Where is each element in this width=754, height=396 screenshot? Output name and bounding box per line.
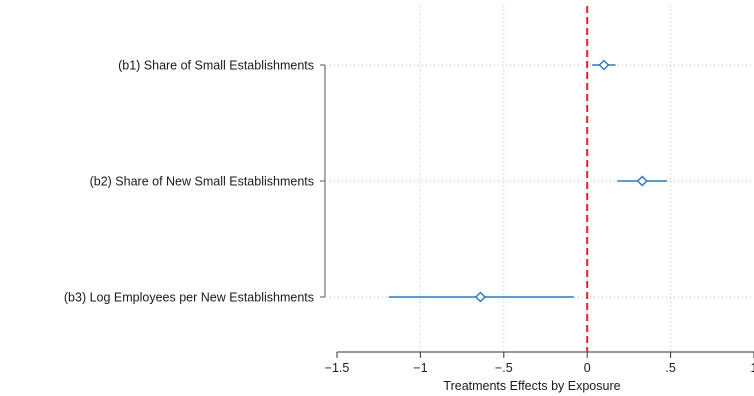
x-tick-label: −1.5 <box>325 361 350 375</box>
category-labels: (b1) Share of Small Establishments (b2) … <box>64 59 314 305</box>
x-tick-label: .5 <box>665 361 675 375</box>
point-estimate-marker <box>636 175 648 187</box>
point-estimate-marker <box>598 59 610 71</box>
x-ticks: −1.5 −1 −.5 0 .5 1 <box>325 352 754 375</box>
x-tick-label: −.5 <box>495 361 513 375</box>
x-tick-label: −1 <box>413 361 427 375</box>
category-label-b3: (b3) Log Employees per New Establishment… <box>64 291 314 305</box>
x-tick-label: 0 <box>584 361 591 375</box>
category-label-b1: (b1) Share of Small Establishments <box>118 59 314 73</box>
x-tick-label: 1 <box>751 361 754 375</box>
gridlines <box>330 6 754 352</box>
axes <box>320 64 754 353</box>
estimates-layer <box>388 59 668 303</box>
category-label-b2: (b2) Share of New Small Establishments <box>90 175 314 189</box>
point-estimate-marker <box>474 291 486 303</box>
x-axis-title: Treatments Effects by Exposure <box>443 379 620 393</box>
